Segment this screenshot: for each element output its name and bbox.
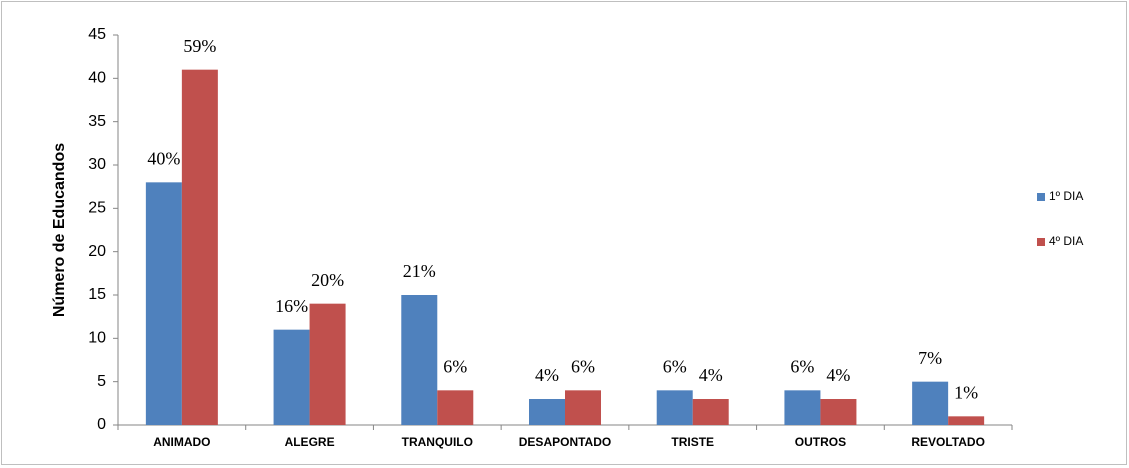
bar [820, 399, 857, 425]
data-label: 6% [571, 356, 595, 376]
bar [948, 416, 985, 425]
legend-swatch [1037, 193, 1045, 201]
y-tick-label: 0 [97, 416, 106, 433]
bar [181, 69, 218, 426]
data-label: 16% [275, 296, 308, 316]
x-tick-label: OUTROS [795, 435, 846, 449]
y-tick-label: 10 [88, 330, 106, 347]
y-tick-label: 35 [88, 113, 106, 130]
data-label: 4% [826, 365, 850, 385]
data-label: 6% [790, 356, 814, 376]
bar [692, 399, 729, 425]
legend-label: 1º DIA [1049, 189, 1083, 203]
data-label: 1% [954, 382, 978, 402]
data-label: 6% [663, 356, 687, 376]
bar [784, 390, 821, 425]
data-label: 20% [311, 270, 344, 290]
y-tick-label: 45 [88, 26, 106, 43]
bar [145, 182, 182, 425]
data-label: 40% [147, 148, 180, 168]
x-tick-label: DESAPONTADO [519, 435, 611, 449]
x-tick-label: TRANQUILO [402, 435, 473, 449]
y-tick-label: 20 [88, 243, 106, 260]
bar [912, 381, 949, 425]
bar [656, 390, 693, 425]
y-tick-label: 30 [88, 156, 106, 173]
bar [529, 399, 565, 425]
bar [437, 390, 474, 425]
legend-label: 4º DIA [1049, 234, 1083, 248]
data-label: 59% [183, 36, 216, 56]
x-tick-label: ALEGRE [285, 435, 335, 449]
data-label: 4% [535, 365, 559, 385]
bar [273, 329, 310, 425]
y-tick-label: 5 [97, 373, 106, 390]
y-axis-title: Número de Educandos [51, 143, 68, 317]
data-label: 21% [403, 261, 436, 281]
bar [401, 295, 438, 425]
y-tick-label: 25 [88, 200, 106, 217]
x-tick-label: REVOLTADO [911, 435, 985, 449]
bar [309, 303, 346, 425]
bar [565, 390, 601, 425]
legend-swatch [1037, 238, 1045, 246]
y-tick-label: 15 [88, 286, 106, 303]
data-label: 7% [918, 348, 942, 368]
x-tick-label: ANIMADO [153, 435, 210, 449]
x-tick-label: TRISTE [671, 435, 714, 449]
data-label: 4% [699, 365, 723, 385]
data-label: 6% [443, 356, 467, 376]
y-tick-label: 40 [88, 70, 106, 87]
